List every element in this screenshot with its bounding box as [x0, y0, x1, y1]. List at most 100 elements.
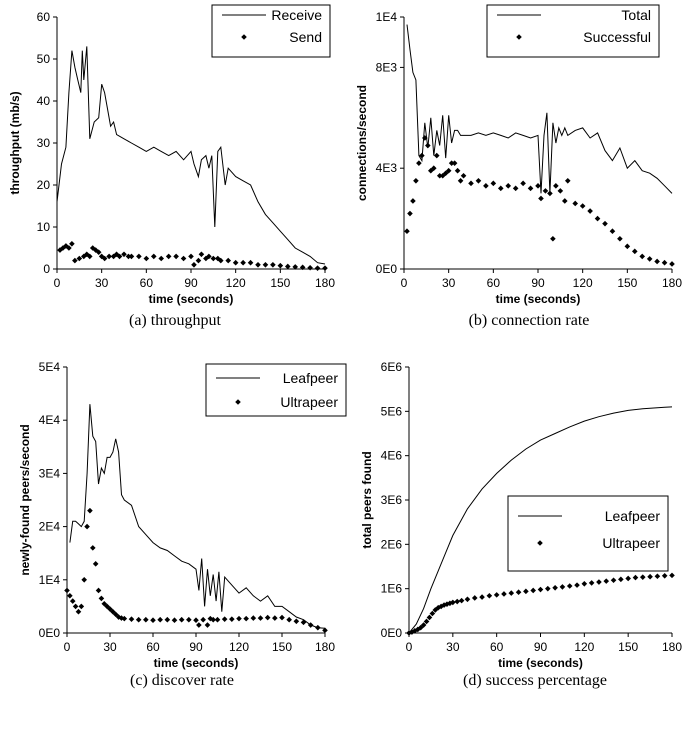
x-tick-label: 120 [573, 276, 593, 290]
x-tick-label: 60 [146, 640, 160, 654]
legend-label-ultrapeer: Ultrapeer [602, 535, 660, 551]
legend: Total Successful [486, 4, 660, 58]
legend: Leafpeer Ultrapeer [507, 495, 669, 572]
data-point-ultrapeer [279, 614, 285, 621]
data-point-successful [430, 165, 437, 171]
data-point-ultrapeer [69, 598, 76, 604]
y-tick-label: 4E3 [376, 161, 398, 175]
x-tick-label: 150 [272, 640, 292, 654]
data-point-successful [617, 235, 623, 242]
x-tick-label: 30 [95, 276, 109, 290]
x-tick-label: 0 [64, 640, 71, 654]
data-point-ultrapeer [204, 622, 211, 628]
data-point-ultrapeer [639, 574, 646, 580]
x-tick-label: 150 [617, 276, 637, 290]
data-point-send [292, 264, 299, 270]
data-point-successful [404, 228, 410, 234]
data-point-successful [594, 215, 601, 222]
data-point-successful [520, 180, 526, 187]
data-point-ultrapeer [118, 615, 125, 621]
x-tick-label: 30 [446, 640, 460, 654]
data-point-ultrapeer [423, 618, 430, 625]
data-point-send [116, 253, 123, 260]
chart-b: 0 30 60 90 120 150 180 0E0 4E3 8E3 1E4 time (second… [355, 4, 682, 329]
data-point-successful [428, 167, 434, 174]
data-point-successful [542, 188, 549, 194]
data-point-ultrapeer [164, 616, 171, 623]
data-point-ultrapeer [530, 587, 536, 594]
y-tick-label: 60 [37, 10, 51, 24]
data-point-successful [602, 220, 608, 227]
data-point-ultrapeer [95, 587, 102, 594]
data-point-ultrapeer [293, 618, 300, 625]
data-point-successful [460, 172, 467, 179]
data-point-ultrapeer [64, 587, 70, 594]
y-tick-label: 0E0 [381, 626, 403, 640]
data-point-ultrapeer [81, 577, 87, 583]
data-point-successful [547, 190, 553, 197]
y-axis-label: total peers found [360, 451, 374, 548]
data-point-ultrapeer [450, 599, 456, 606]
data-point-ultrapeer [92, 561, 99, 567]
data-point-successful [572, 200, 579, 207]
y-tick-label: 30 [37, 136, 51, 150]
y-axis-label: connections/second [355, 85, 369, 201]
data-point-successful [416, 160, 422, 166]
legend: Leafpeer Ultrapeer [205, 363, 347, 417]
x-tick-label: 0 [401, 276, 408, 290]
data-point-ultrapeer [486, 592, 493, 599]
x-axis-label: time (seconds) [149, 292, 234, 306]
data-point-ultrapeer [420, 622, 427, 628]
legend-label-total: Total [621, 7, 651, 23]
data-point-ultrapeer [429, 610, 436, 617]
x-axis-label: time (seconds) [498, 656, 583, 670]
data-point-ultrapeer [150, 617, 156, 624]
data-point-ultrapeer [444, 601, 450, 607]
data-point-send [143, 255, 150, 262]
figure-caption: (c) discover rate [130, 672, 234, 689]
data-point-ultrapeer [471, 595, 478, 601]
x-tick-label: 180 [315, 640, 335, 654]
y-tick-label: 2E4 [39, 520, 61, 534]
data-point-ultrapeer [121, 615, 128, 622]
data-point-ultrapeer [214, 616, 221, 623]
data-point-successful [483, 183, 489, 189]
y-tick-label: 5E6 [381, 404, 403, 418]
data-point-ultrapeer [229, 616, 235, 622]
data-point-successful [669, 261, 675, 267]
x-tick-label: 90 [184, 276, 198, 290]
data-point-send [121, 251, 127, 258]
legend-box [211, 4, 331, 58]
data-point-send [188, 253, 194, 260]
x-tick-label: 60 [140, 276, 154, 290]
data-point-send [206, 253, 212, 260]
data-point-successful [527, 185, 534, 192]
series-line-receive [56, 46, 326, 265]
x-tick-label: 150 [270, 276, 290, 290]
data-point-send [69, 241, 75, 247]
data-point-send [198, 251, 205, 258]
data-point-ultrapeer [272, 615, 278, 621]
data-point-send [72, 257, 78, 264]
data-point-successful [490, 180, 497, 187]
data-point-successful [646, 256, 653, 262]
data-point-ultrapeer [98, 595, 105, 602]
data-point-ultrapeer [243, 615, 249, 622]
data-point-ultrapeer [286, 616, 292, 623]
data-point-send [277, 262, 284, 269]
data-point-ultrapeer [157, 616, 163, 623]
data-point-send [270, 262, 276, 268]
data-point-successful [436, 172, 443, 179]
data-point-successful [624, 243, 631, 250]
y-axis-label: newly-found peers/second [18, 424, 32, 575]
legend-swatch-successful [516, 34, 522, 40]
x-tick-label: 180 [662, 276, 682, 290]
legend-label-successful: Successful [583, 29, 651, 45]
data-point-send [63, 243, 69, 249]
y-tick-label: 2E6 [381, 537, 403, 551]
data-point-send [173, 253, 179, 260]
data-point-ultrapeer [610, 577, 617, 584]
x-axis-label: time (seconds) [154, 656, 239, 670]
data-point-successful [448, 160, 455, 166]
y-tick-label: 8E3 [376, 60, 398, 74]
